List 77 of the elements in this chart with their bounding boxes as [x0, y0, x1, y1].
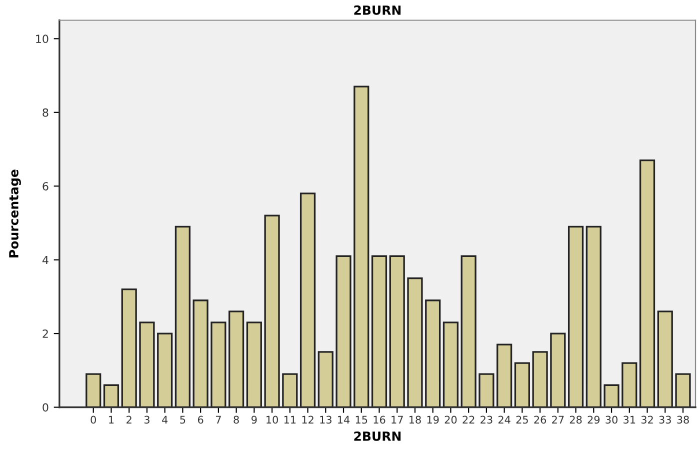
bar	[86, 373, 102, 408]
bar	[425, 300, 441, 408]
bar	[550, 332, 566, 408]
bar	[300, 192, 316, 408]
bar	[174, 226, 191, 408]
bar	[103, 384, 120, 408]
bar	[157, 332, 173, 408]
x-axis-title: 2BURN	[354, 431, 401, 441]
y-tick-label: 2	[42, 330, 48, 338]
y-tick-label: 0	[42, 403, 48, 412]
bar	[210, 322, 226, 408]
x-tick-label: 28	[570, 416, 582, 424]
x-tick-label: 12	[302, 416, 314, 424]
x-tick-label: 7	[216, 416, 221, 424]
y-tick-label: 6	[42, 182, 48, 190]
bar	[532, 351, 548, 408]
x-tick-label: 22	[462, 416, 474, 424]
x-tick-label: 31	[624, 416, 636, 424]
x-tick-label: 1	[109, 416, 114, 424]
x-tick-label: 9	[252, 416, 257, 424]
bar	[139, 322, 155, 408]
x-tick-label: 0	[90, 416, 96, 424]
y-axis-title: Pourcentage	[9, 170, 21, 258]
x-tick-label: 27	[552, 416, 564, 424]
x-tick-label: 19	[427, 416, 439, 424]
x-tick-label: 6	[198, 416, 204, 424]
x-tick-label: 18	[410, 416, 421, 424]
y-tick-label: 8	[42, 108, 48, 117]
bar	[121, 288, 137, 408]
x-tick-label: 25	[516, 416, 528, 424]
bar	[639, 159, 656, 408]
y-tick-label: 10	[36, 34, 48, 44]
y-tick-label: 4	[42, 256, 48, 264]
bar	[586, 226, 602, 408]
x-tick-label: 14	[338, 416, 350, 424]
bar	[246, 322, 262, 408]
x-tick-label: 38	[677, 416, 689, 424]
x-tick-label: 20	[444, 416, 457, 424]
x-tick-label: 29	[588, 416, 600, 424]
bar	[354, 86, 370, 408]
x-tick-label: 2	[126, 416, 132, 424]
bar	[568, 226, 584, 408]
x-tick-label: 26	[534, 416, 546, 424]
x-tick-label: 13	[320, 416, 332, 424]
bar	[336, 255, 352, 408]
bar	[192, 300, 208, 408]
x-tick-label: 33	[659, 416, 671, 424]
bar	[675, 373, 691, 408]
x-tick-label: 11	[284, 416, 296, 424]
x-tick-label: 24	[498, 416, 510, 424]
bar	[442, 322, 459, 408]
bar	[478, 373, 494, 408]
bar	[407, 277, 423, 408]
x-tick-label: 15	[356, 416, 368, 424]
bar	[318, 351, 334, 408]
x-tick-label: 4	[162, 416, 168, 424]
bar	[514, 362, 530, 408]
bar	[228, 310, 244, 408]
bar	[622, 362, 638, 408]
bar	[460, 255, 476, 408]
x-tick-label: 10	[266, 416, 278, 424]
bar	[389, 255, 405, 408]
bar	[282, 373, 298, 408]
x-tick-label: 17	[392, 416, 403, 424]
x-tick-label: 8	[234, 416, 239, 424]
bar	[604, 384, 620, 408]
x-tick-label: 5	[180, 416, 186, 424]
bar	[264, 214, 280, 408]
bar	[371, 255, 388, 408]
x-tick-label: 3	[144, 416, 150, 424]
bar	[657, 310, 673, 408]
x-tick-label: 32	[641, 416, 653, 424]
bar	[496, 344, 512, 408]
x-tick-label: 16	[374, 416, 386, 424]
x-tick-label: 23	[480, 416, 492, 424]
chart-title: 2BURN	[354, 5, 401, 15]
x-tick-label: 30	[606, 416, 618, 424]
